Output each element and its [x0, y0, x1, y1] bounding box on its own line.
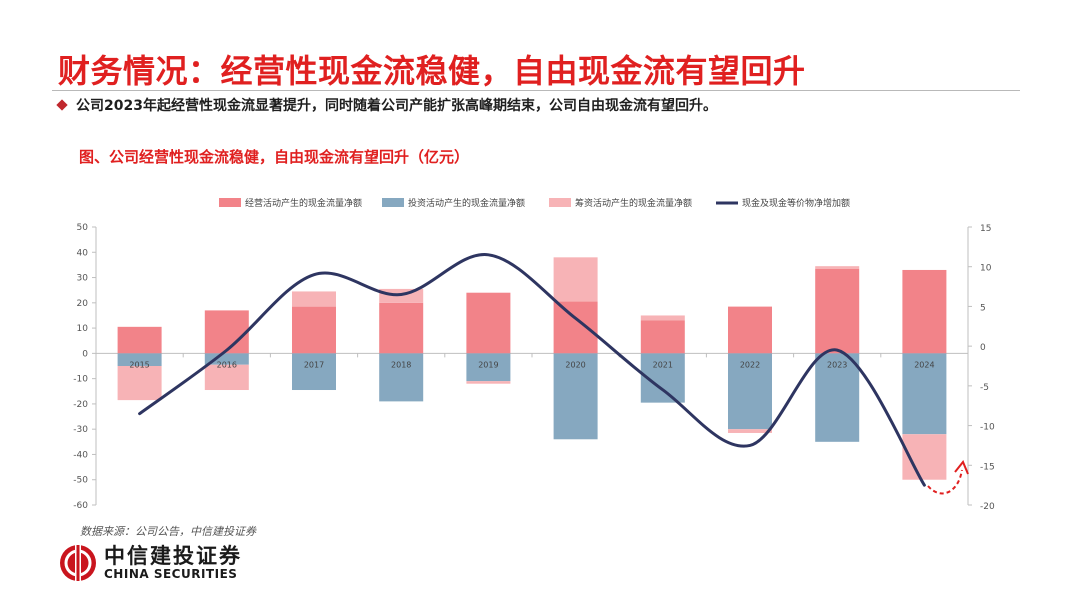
- legend-label: 投资活动产生的现金流量净额: [408, 197, 525, 209]
- title-divider: [52, 90, 1020, 91]
- bar-operating: [640, 320, 685, 354]
- left-axis-tick-label: 20: [77, 299, 89, 309]
- bar-operating: [553, 301, 598, 354]
- chart-bars: 2015 2016 2017 2018 2019 2020 2021 2022 2023 2024: [117, 257, 947, 480]
- bar-financing: [204, 364, 249, 391]
- bar-operating: [466, 292, 511, 354]
- right-axis-tick-label: 0: [980, 343, 986, 353]
- summary-text: 公司2023年起经营性现金流显著提升，同时随着公司产能扩张高峰期结束，公司自由现…: [76, 98, 717, 114]
- data-source: 数据来源：公司公告，中信建投证券: [80, 525, 256, 538]
- x-axis-category-label: 2024: [914, 360, 934, 369]
- right-axis-tick-label: -15: [980, 462, 995, 472]
- bar-financing: [728, 429, 772, 433]
- left-axis-tick-label: -20: [73, 400, 88, 410]
- bar-operating: [728, 306, 772, 354]
- x-axis-category-label: 2016: [217, 360, 237, 369]
- bar-investing: [815, 353, 860, 442]
- bar-financing: [553, 257, 598, 302]
- x-axis-category-label: 2019: [478, 360, 498, 369]
- left-axis-tick-label: -50: [73, 476, 88, 486]
- logo-chinese-name: 中信建投证券: [104, 543, 242, 568]
- bar-operating: [902, 269, 947, 354]
- summary-bullet: 公司2023年起经营性现金流显著提升，同时随着公司产能扩张高峰期结束，公司自由现…: [56, 95, 717, 115]
- x-axis-category-label: 2022: [740, 360, 760, 369]
- bar-investing: [728, 353, 772, 430]
- bar-financing: [117, 366, 162, 401]
- company-logo: 中信建投证券 CHINA SECURITIES: [58, 543, 242, 583]
- chart-legend: 经营活动产生的现金流量净额 投资活动产生的现金流量净额 筹资活动产生的现金流量净额 现…: [219, 197, 850, 209]
- right-axis-tick-label: 15: [980, 224, 991, 234]
- logo-english-name: CHINA SECURITIES: [104, 566, 238, 581]
- bar-operating: [204, 310, 249, 354]
- left-axis-tick-label: 10: [77, 324, 89, 334]
- citic-logo-icon: [60, 545, 96, 581]
- bar-financing: [640, 315, 685, 321]
- chart-decor: [927, 460, 969, 495]
- left-axis-tick-label: -30: [73, 425, 88, 435]
- right-axis-tick-label: -20: [980, 502, 995, 512]
- bar-investing: [117, 353, 162, 366]
- legend-swatch: [382, 198, 404, 207]
- page-title: 财务情况：经营性现金流稳健，自由现金流有望回升: [58, 52, 806, 90]
- right-axis-tick-label: -5: [980, 383, 989, 393]
- arrow-head-icon: [954, 460, 969, 475]
- bar-financing: [292, 291, 336, 307]
- right-axis-tick-label: 5: [980, 303, 986, 313]
- left-axis-tick-label: -40: [73, 450, 88, 460]
- x-axis-category-label: 2020: [565, 360, 585, 369]
- bar-financing: [815, 266, 860, 269]
- left-axis-tick-label: 40: [77, 248, 89, 258]
- right-axis-tick-label: -10: [980, 423, 995, 433]
- left-axis-tick-label: 0: [82, 349, 88, 359]
- x-axis-category-label: 2018: [391, 360, 411, 369]
- dashed-upturn-arrow: [927, 469, 963, 495]
- bar-investing: [292, 353, 336, 391]
- bar-operating: [117, 326, 162, 354]
- legend-label: 筹资活动产生的现金流量净额: [575, 197, 692, 209]
- left-axis-tick-label: -10: [73, 375, 88, 385]
- bar-operating: [815, 268, 860, 354]
- legend-swatch: [219, 198, 241, 207]
- x-axis-category-label: 2023: [827, 360, 847, 369]
- x-axis-category-label: 2017: [304, 360, 324, 369]
- bar-investing: [466, 353, 511, 382]
- bar-investing: [204, 353, 249, 365]
- left-axis-tick-label: -60: [73, 501, 88, 511]
- left-axis-tick-label: 50: [77, 223, 89, 233]
- right-axis-tick-label: 10: [980, 264, 992, 274]
- bar-investing: [379, 353, 424, 402]
- bar-operating: [379, 302, 424, 354]
- x-axis-category-label: 2015: [129, 360, 149, 369]
- legend-label: 现金及现金等价物净增加额: [742, 197, 850, 209]
- bar-financing: [466, 381, 511, 384]
- chart-line: [138, 253, 926, 487]
- bar-operating: [292, 306, 336, 354]
- bar-investing: [553, 353, 598, 440]
- line-cash-net-increase: [138, 253, 926, 487]
- bar-investing: [902, 353, 947, 435]
- left-axis-tick-label: 30: [77, 274, 89, 284]
- legend-label: 经营活动产生的现金流量净额: [245, 197, 362, 209]
- x-axis-category-label: 2021: [653, 360, 673, 369]
- figure-title: 图、公司经营性现金流稳健，自由现金流有望回升（亿元）: [79, 148, 470, 166]
- legend-swatch: [549, 198, 571, 207]
